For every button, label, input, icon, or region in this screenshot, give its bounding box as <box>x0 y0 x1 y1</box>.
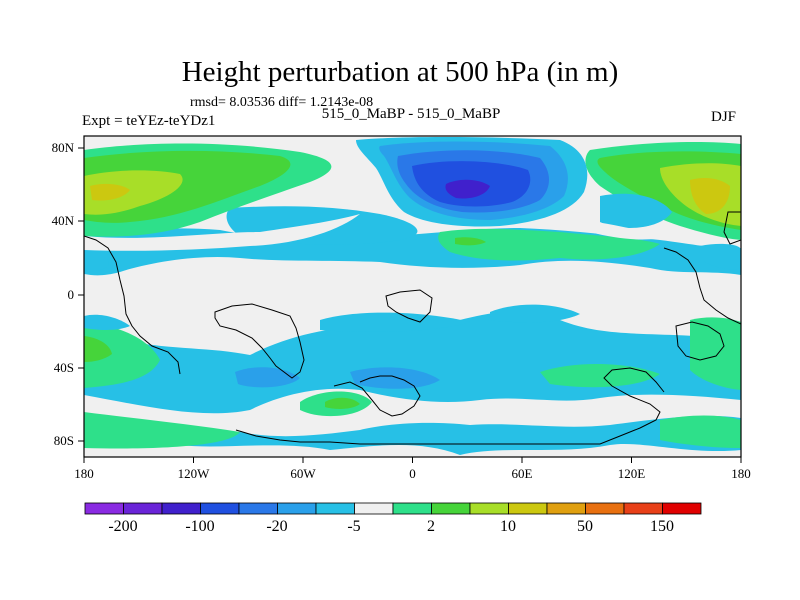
colorbar-label: -5 <box>347 518 360 535</box>
australia-outline <box>675 321 725 361</box>
contour-field <box>84 136 741 457</box>
npac-west-yellow <box>84 170 183 215</box>
lat-tick-label: 80N <box>52 140 75 155</box>
stats-line: rmsd= 8.03536 diff= 1.2143e-08 <box>190 95 374 110</box>
lon-tick-label: 60W <box>290 466 316 481</box>
npac-west-gold <box>90 183 130 201</box>
colorbar-label: 2 <box>427 518 435 535</box>
lat-tick-label: 40N <box>52 213 75 228</box>
colorbar-swatch <box>469 502 509 515</box>
colorbar-label: 50 <box>577 518 593 535</box>
colorbar-label: 150 <box>650 518 674 535</box>
eurasia-green <box>438 228 660 261</box>
natl-low-core <box>445 179 490 199</box>
colorbar-label: -20 <box>266 518 287 535</box>
colorbar-swatch <box>623 502 663 515</box>
lon-tick-label: 180 <box>74 466 94 481</box>
lat-tick-label: 0 <box>68 287 75 302</box>
lat-tick-labels: 80N 40N 0 40S 80S <box>52 140 75 448</box>
colorbar-label: -100 <box>185 518 214 535</box>
south-blue-2 <box>350 367 440 389</box>
sw-lime <box>84 336 112 362</box>
colorbar-swatch <box>200 502 240 515</box>
colorbar-label: -200 <box>108 518 137 535</box>
colorbar-swatch <box>508 502 548 515</box>
colorbar-swatch <box>123 502 163 515</box>
colorbar <box>84 502 702 515</box>
colorbar-swatch <box>238 502 278 515</box>
lon-tick-label: 120W <box>178 466 211 481</box>
lon-tick-label: 120E <box>618 466 646 481</box>
colorbar-label: 10 <box>500 518 516 535</box>
south-light-band <box>84 388 741 437</box>
lon-tick-labels: 180 120W 60W 0 60E 120E 180 <box>74 466 751 481</box>
colorbar-swatch <box>277 502 317 515</box>
se-green <box>690 317 741 390</box>
colorbar-swatch <box>585 502 625 515</box>
season-label: DJF <box>711 109 737 125</box>
page-title: Height perturbation at 500 hPa (in m) <box>181 56 619 88</box>
colorbar-labels: -200 -100 -20 -5 2 10 50 150 <box>108 518 674 535</box>
npac-east-gold <box>690 178 730 214</box>
colorbar-swatch <box>546 502 586 515</box>
lon-tick-label: 60E <box>512 466 533 481</box>
south-green-2 <box>540 363 660 388</box>
colorbar-swatch <box>392 502 432 515</box>
lon-tick-label: 0 <box>409 466 416 481</box>
greenland-outline <box>723 211 741 245</box>
colorbar-swatch <box>84 502 124 515</box>
colorbar-swatch <box>161 502 201 515</box>
colorbar-swatch <box>354 502 394 515</box>
experiment-label: Expt = teYEz-teYDz1 <box>82 113 216 129</box>
south-green-3 <box>84 412 240 449</box>
south-lime-1 <box>325 397 360 409</box>
lat-tick-label: 40S <box>54 360 74 375</box>
south-green-4 <box>660 415 741 448</box>
se-pac-cyan <box>700 243 741 270</box>
eq-cyan-2 <box>320 312 470 332</box>
eq-cyan-1 <box>84 314 130 330</box>
africa-outline <box>385 289 433 323</box>
runs-label: 515_0_MaBP - 515_0_MaBP <box>321 106 501 122</box>
colorbar-swatch <box>662 502 702 515</box>
ne-light-streak <box>576 220 670 240</box>
colorbar-swatch <box>431 502 471 515</box>
colorbar-swatch <box>315 502 355 515</box>
continent-outlines <box>84 211 741 445</box>
axis-ticks <box>78 147 742 463</box>
asia-pacific-outline <box>663 247 741 325</box>
lon-tick-label: 180 <box>731 466 751 481</box>
sw-green <box>84 322 160 388</box>
lat-tick-label: 80S <box>54 433 74 448</box>
sw-pac-cyan <box>84 248 109 272</box>
eq-cyan-3 <box>490 304 580 323</box>
npac-east-cyan <box>600 193 672 228</box>
antarctic-peninsula-outline <box>333 375 421 417</box>
eurasia-lime <box>455 237 486 246</box>
south-america-outline <box>214 303 305 379</box>
north-light-streak <box>84 214 360 251</box>
north-america-outline <box>84 235 181 375</box>
antarctica-outline <box>235 367 665 445</box>
